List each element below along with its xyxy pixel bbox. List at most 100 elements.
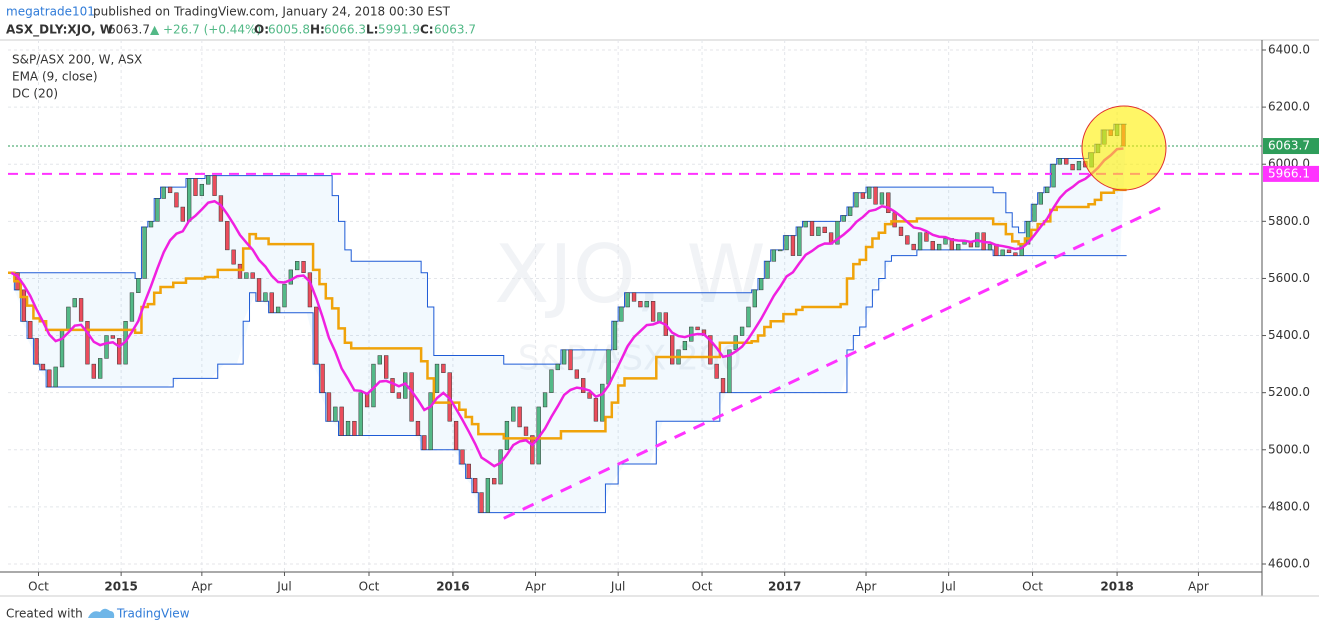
candle [212, 175, 217, 196]
candle [59, 329, 65, 368]
candle [1032, 203, 1037, 222]
x-tick-label: Apr [856, 580, 877, 594]
x-tick-label: Apr [525, 580, 546, 594]
candle [593, 398, 599, 422]
candle [326, 392, 332, 422]
candle [720, 378, 726, 393]
candle [390, 378, 395, 393]
candle [72, 298, 77, 308]
candle [873, 186, 878, 205]
candle [186, 178, 192, 222]
candle [612, 321, 618, 351]
candle [892, 212, 897, 228]
candle [396, 392, 402, 399]
candle [778, 249, 783, 252]
candle [759, 278, 764, 291]
author[interactable]: megatrade101 [6, 5, 95, 19]
candle [384, 355, 389, 379]
candle [263, 292, 268, 302]
series-name: S&P/ASX 200, W, ASX [12, 53, 142, 67]
candle [619, 306, 624, 322]
resistance-tag: 5966.1 [1268, 166, 1310, 180]
candle [644, 301, 649, 308]
x-tick-label: 2017 [768, 580, 801, 594]
candle [1006, 249, 1012, 253]
o-label: O: [254, 23, 269, 37]
candle [180, 206, 185, 222]
candle [352, 420, 357, 436]
candle [409, 372, 414, 422]
candle [956, 243, 961, 251]
candle [206, 175, 211, 185]
watermark-sub: S&P/ASX 200 [518, 339, 742, 379]
candle [568, 349, 573, 371]
candle [1064, 158, 1069, 165]
candle [695, 326, 700, 331]
candle [136, 278, 141, 293]
candle [422, 435, 427, 451]
dc-middle [8, 188, 1127, 440]
candle [485, 478, 491, 513]
x-tick-label: Oct [1022, 580, 1043, 594]
candle [307, 272, 313, 308]
last-price-tag: 6063.7 [1268, 139, 1310, 153]
x-tick-label: Jul [610, 580, 625, 594]
candle [936, 243, 942, 251]
candle [129, 292, 135, 322]
candle [809, 221, 815, 236]
candle [1076, 161, 1082, 171]
y-tick-label: 5000.0 [1268, 442, 1310, 456]
candle [110, 335, 116, 339]
candle [460, 449, 465, 465]
candle [797, 226, 802, 256]
candle [269, 292, 274, 313]
candle [581, 378, 586, 393]
y-tick-label: 5400.0 [1268, 328, 1310, 342]
ema-name: EMA (9, close) [12, 70, 98, 84]
candle [670, 335, 675, 365]
candle [765, 261, 770, 279]
change: +26.7 (+0.44%) [163, 23, 261, 37]
dc-fill [8, 124, 1127, 513]
candle [924, 232, 929, 242]
candle [1013, 252, 1018, 256]
highlight-circle [1081, 105, 1167, 191]
candle [631, 292, 637, 302]
trend-line [503, 202, 1169, 520]
candle [523, 426, 529, 436]
brand[interactable]: TradingView [116, 607, 190, 621]
candle [561, 349, 567, 365]
candle [752, 289, 757, 308]
candle [517, 406, 522, 428]
candle [466, 463, 471, 479]
candle [898, 226, 904, 236]
candle [498, 449, 503, 485]
c-label: C: [420, 23, 434, 37]
candle [333, 406, 338, 422]
candle [1045, 186, 1050, 194]
watermark: XJO, W [494, 228, 765, 321]
candle [867, 186, 872, 199]
candle [530, 435, 535, 465]
candle [78, 298, 84, 322]
candle [199, 183, 205, 196]
candle [600, 383, 605, 422]
candle [841, 215, 846, 222]
close: 6063.7 [434, 23, 476, 37]
ohlc-legend: ASX_DLY:XJO, W 6063.7 ▲ +26.7 (+0.44%) O… [6, 23, 476, 38]
x-tick-label: Apr [1188, 580, 1209, 594]
high: 6066.3 [324, 23, 366, 37]
candle [155, 198, 160, 222]
candle [860, 192, 866, 199]
candle [784, 235, 789, 251]
candle [377, 355, 382, 365]
x-tick-label: Oct [28, 580, 49, 594]
candle [657, 312, 662, 322]
candle [746, 306, 751, 328]
resistance-tag-bg [1263, 165, 1319, 182]
candle [358, 392, 363, 436]
created-with: Created with [6, 607, 83, 621]
candle [28, 321, 33, 339]
